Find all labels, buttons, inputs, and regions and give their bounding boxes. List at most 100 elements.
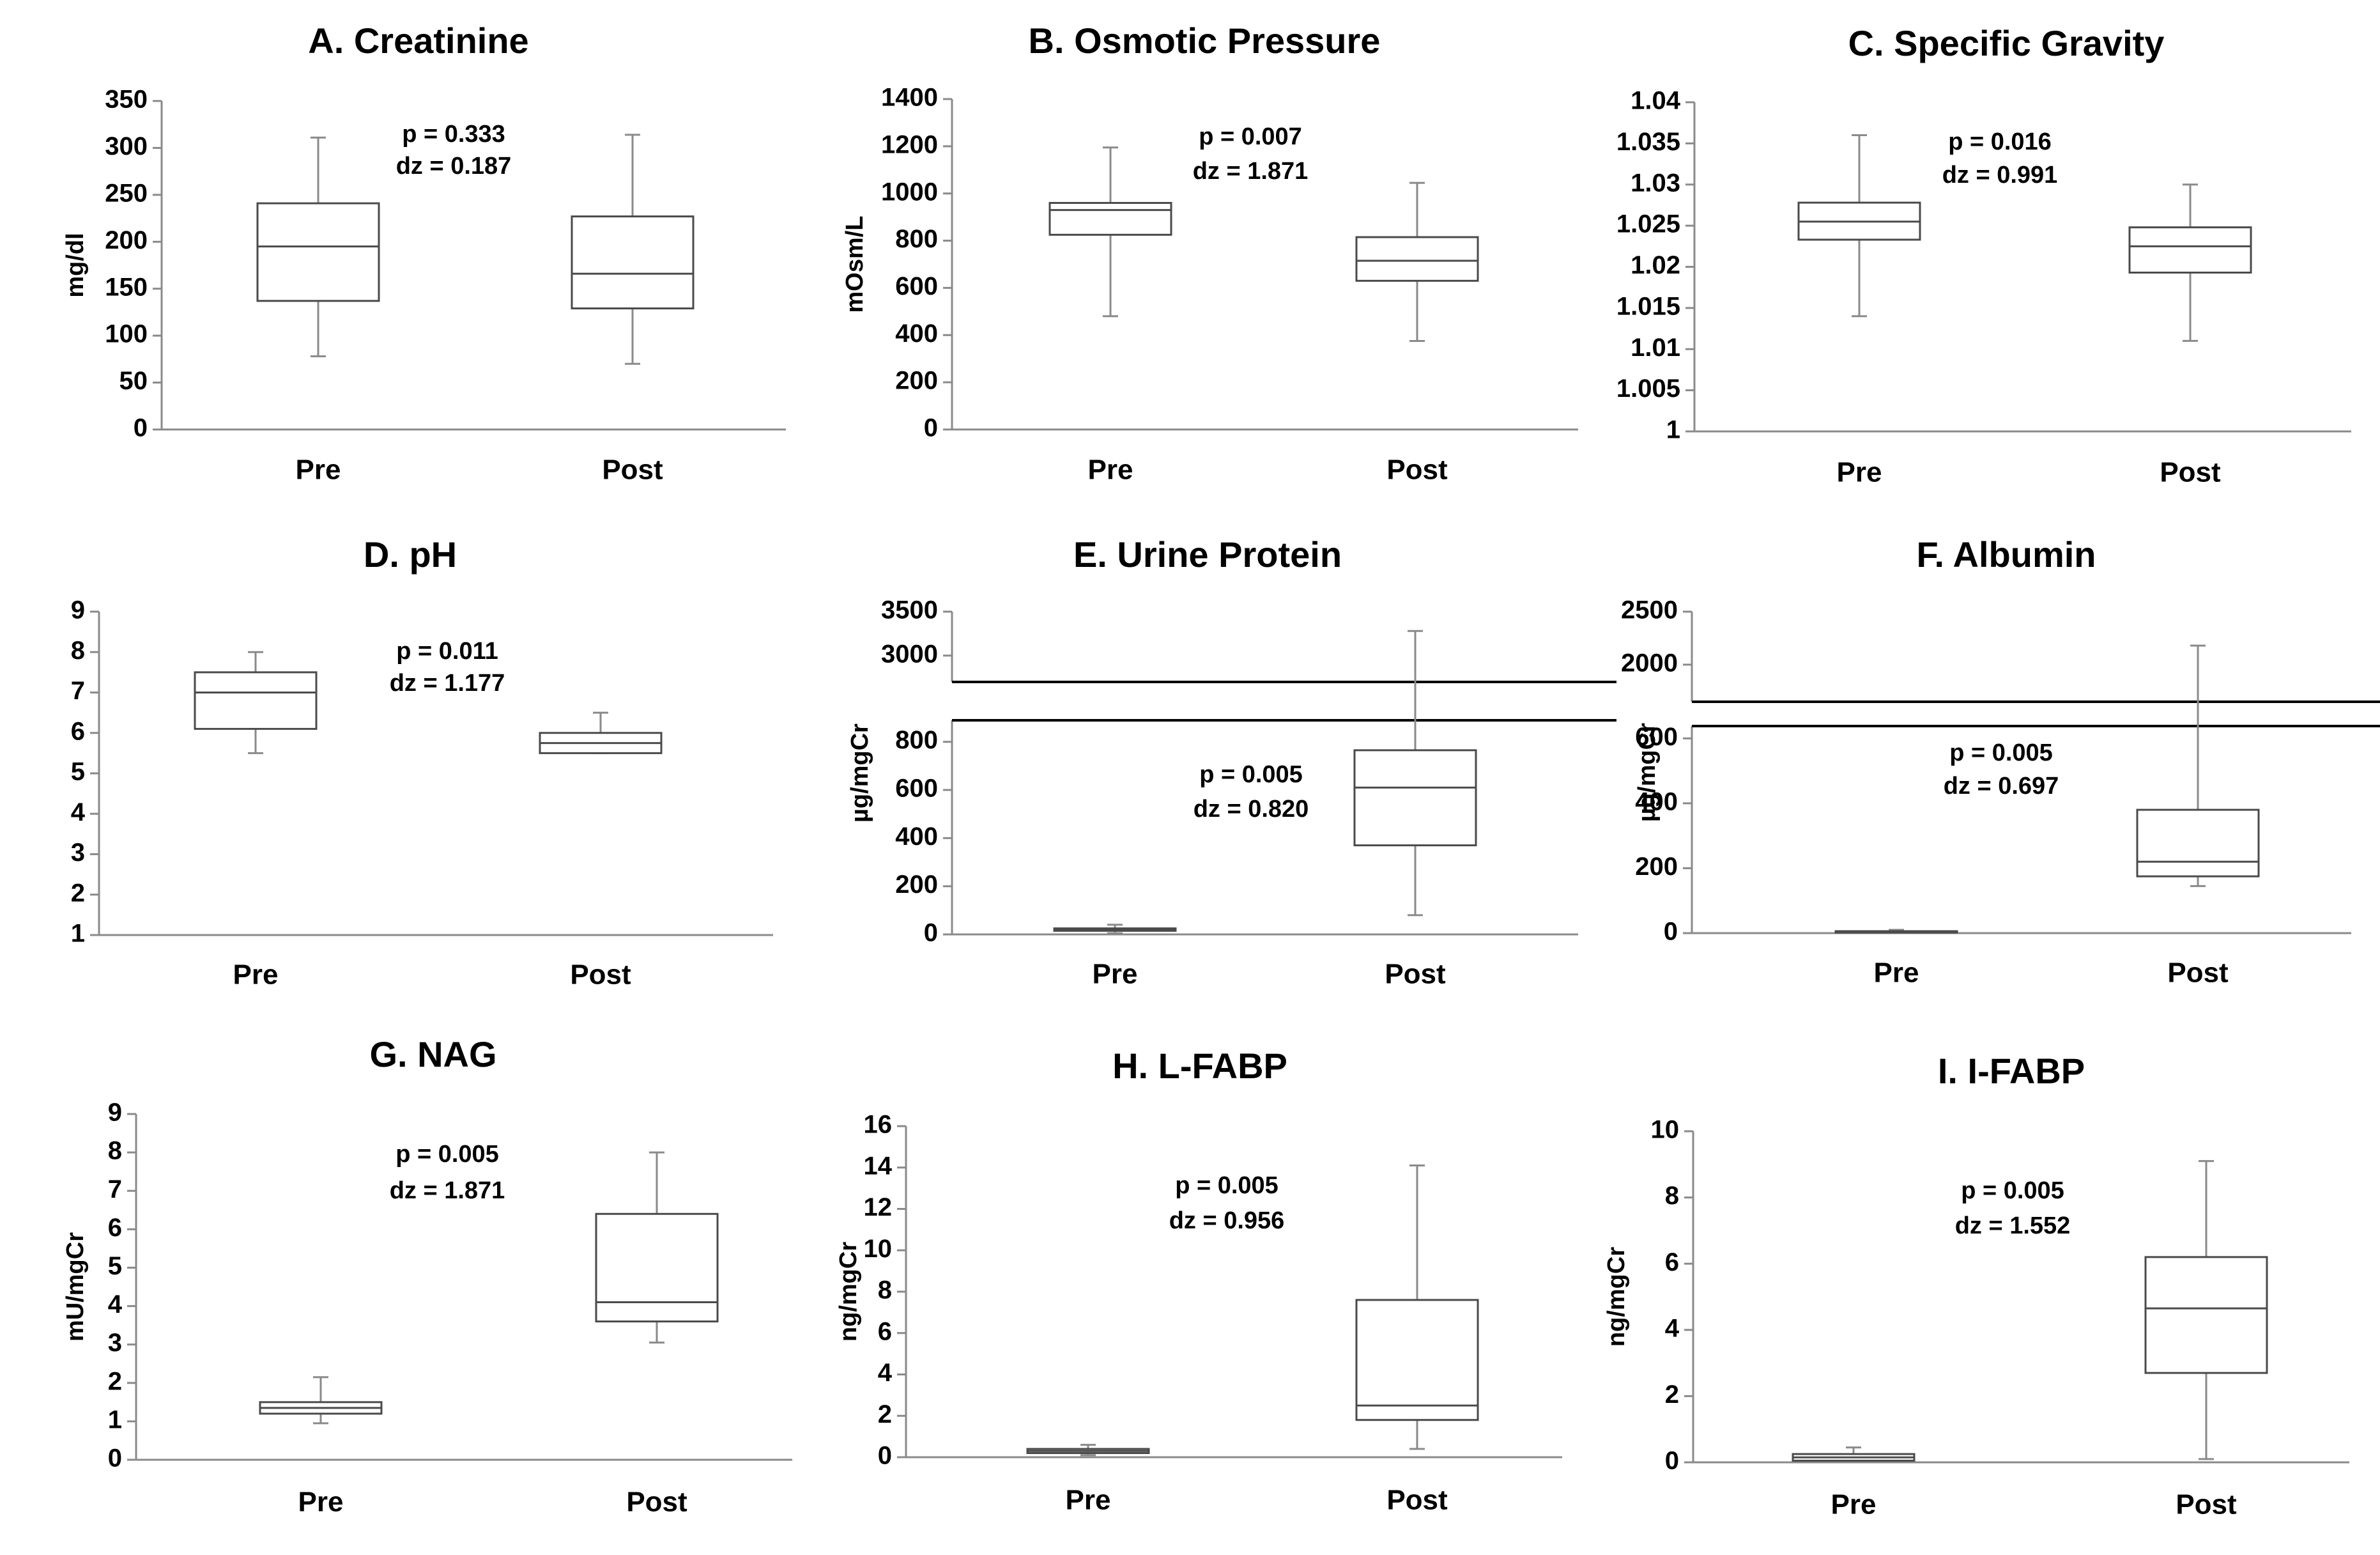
- category-label-post: Post: [626, 1487, 687, 1518]
- y-tick-label: 0: [134, 414, 148, 442]
- y-tick-label: 2500: [1621, 596, 1678, 624]
- y-tick-label: 2000: [1621, 649, 1678, 677]
- box-iqr: [194, 671, 318, 730]
- panel-9: I. I-FABP 0 2 4 6 8 10 ng/mgCr Pre Post p = 0.005 d…: [1603, 1051, 2349, 1520]
- y-tick-label: 1.035: [1616, 128, 1680, 156]
- panel-4: D. pH 1 2 3 4 5 6 7 8 9 Pre Post p = 0.011 dz = 1.177: [71, 534, 773, 991]
- chart-title: H. L-FABP: [1112, 1046, 1287, 1086]
- y-tick-label: 9: [108, 1099, 122, 1127]
- category-label-pre: Pre: [298, 1487, 344, 1518]
- box-pre: [1792, 1446, 1916, 1464]
- y-tick-label: 1200: [881, 130, 938, 159]
- y-tick-label: 10: [1651, 1116, 1680, 1144]
- y-tick-label: 4: [878, 1359, 893, 1387]
- box-iqr: [256, 202, 380, 302]
- box-iqr: [2136, 808, 2260, 878]
- chart-title: D. pH: [364, 534, 457, 575]
- panel-6: F. Albumin 0 200 400 600 2000 2500 µg/mgCr Pre Po…: [1621, 534, 2380, 989]
- y-tick-label: 0: [924, 919, 938, 947]
- y-tick-label: 1.01: [1631, 334, 1680, 362]
- y-tick-label: 0: [924, 414, 938, 442]
- effect-size-label: dz = 0.991: [1942, 162, 2058, 189]
- box-iqr: [1048, 201, 1172, 236]
- category-label-pre: Pre: [1066, 1485, 1111, 1516]
- box-pre: [194, 651, 318, 754]
- y-axis-label: ng/mgCr: [1603, 1247, 1630, 1347]
- y-tick-label: 300: [105, 132, 148, 160]
- effect-size-label: dz = 1.177: [390, 670, 505, 697]
- box-iqr: [571, 215, 695, 310]
- p-value-label: p = 0.333: [402, 121, 505, 148]
- p-value-label: p = 0.005: [1175, 1172, 1278, 1199]
- panel-2: B. Osmotic Pressure 0 200 400 600 800 1000 1200…: [841, 20, 1578, 486]
- category-label-post: Post: [2167, 957, 2229, 989]
- effect-size-label: dz = 1.871: [1193, 158, 1309, 185]
- y-axis-label: ng/mgCr: [835, 1242, 862, 1342]
- y-tick-label: 3: [108, 1329, 122, 1357]
- chart-title: F. Albumin: [1916, 534, 2096, 575]
- panel-3: C. Specific Gravity 1 1.005 1.01 1.015 1.02 1.…: [1616, 23, 2351, 488]
- y-tick-label: 1.02: [1631, 251, 1680, 279]
- p-value-label: p = 0.005: [1199, 761, 1303, 788]
- category-label-pre: Pre: [1088, 454, 1133, 486]
- y-tick-label: 2: [1665, 1381, 1679, 1409]
- y-tick-label: 600: [1635, 723, 1678, 751]
- y-tick-label: 1000: [881, 178, 938, 206]
- y-tick-label: 3: [71, 839, 85, 867]
- box-post: [2144, 1160, 2268, 1460]
- y-tick-label: 1.005: [1616, 375, 1680, 403]
- p-value-label: p = 0.005: [395, 1141, 499, 1168]
- y-axis-label: mU/mgCr: [62, 1232, 89, 1342]
- chart-title: G. NAG: [369, 1034, 496, 1074]
- y-tick-label: 2: [71, 879, 85, 907]
- category-label-pre: Pre: [233, 959, 279, 991]
- box-pre: [256, 136, 380, 357]
- y-tick-label: 5: [71, 758, 85, 786]
- y-tick-label: 600: [895, 775, 938, 803]
- category-label-pre: Pre: [1874, 957, 1919, 989]
- y-tick-label: 6: [71, 717, 85, 745]
- y-tick-label: 1400: [881, 84, 938, 112]
- y-tick-label: 250: [105, 179, 148, 207]
- box-iqr: [1353, 749, 1477, 847]
- y-tick-label: 16: [864, 1111, 893, 1139]
- y-tick-label: 1.03: [1631, 169, 1680, 197]
- y-tick-label: 150: [105, 273, 148, 301]
- box-pre: [1834, 929, 1958, 934]
- y-tick-label: 8: [878, 1276, 892, 1304]
- box-pre: [1053, 924, 1177, 934]
- y-tick-label: 4: [108, 1290, 123, 1319]
- effect-size-label: dz = 1.871: [390, 1177, 505, 1204]
- y-tick-label: 0: [108, 1444, 122, 1473]
- y-tick-label: 2: [878, 1400, 892, 1428]
- p-value-label: p = 0.005: [1961, 1177, 2064, 1204]
- y-tick-label: 4: [1665, 1314, 1680, 1342]
- y-tick-label: 7: [108, 1175, 122, 1203]
- box-pre: [1048, 146, 1172, 318]
- y-axis-label: µg/mgCr: [1634, 723, 1661, 822]
- y-tick-label: 0: [1665, 1447, 1679, 1475]
- panel-7: G. NAG 0 1 2 3 4 5 6 7 8 9 mU/mgCr Pre Post p = 0.005 d…: [62, 1034, 792, 1518]
- y-tick-label: 800: [895, 726, 938, 754]
- box-post: [1355, 1164, 1479, 1450]
- effect-size-label: dz = 0.187: [396, 153, 512, 180]
- effect-size-label: dz = 1.552: [1955, 1212, 2071, 1239]
- panel-1: A. Creatinine 0 50 100 150 200 250 300 350 mg/dl P…: [62, 20, 786, 486]
- y-tick-label: 1: [108, 1405, 122, 1434]
- box-iqr: [2128, 226, 2252, 274]
- y-tick-label: 10: [864, 1235, 893, 1263]
- y-tick-label: 1.04: [1631, 87, 1681, 115]
- effect-size-label: dz = 0.820: [1194, 796, 1309, 823]
- panel-8: H. L-FABP 0 2 4 6 8 10 12 14 16 ng/mgCr Pre Post p = …: [835, 1046, 1562, 1516]
- category-label-pre: Pre: [1093, 959, 1138, 990]
- y-tick-label: 8: [108, 1137, 122, 1165]
- box-iqr: [1355, 1299, 1479, 1421]
- box-pre: [1797, 134, 1921, 318]
- y-tick-label: 3000: [881, 640, 938, 668]
- y-tick-label: 8: [1665, 1182, 1679, 1210]
- y-tick-label: 0: [878, 1442, 892, 1470]
- box-iqr: [1355, 236, 1479, 282]
- y-tick-label: 350: [105, 86, 148, 114]
- box-iqr: [2144, 1256, 2268, 1374]
